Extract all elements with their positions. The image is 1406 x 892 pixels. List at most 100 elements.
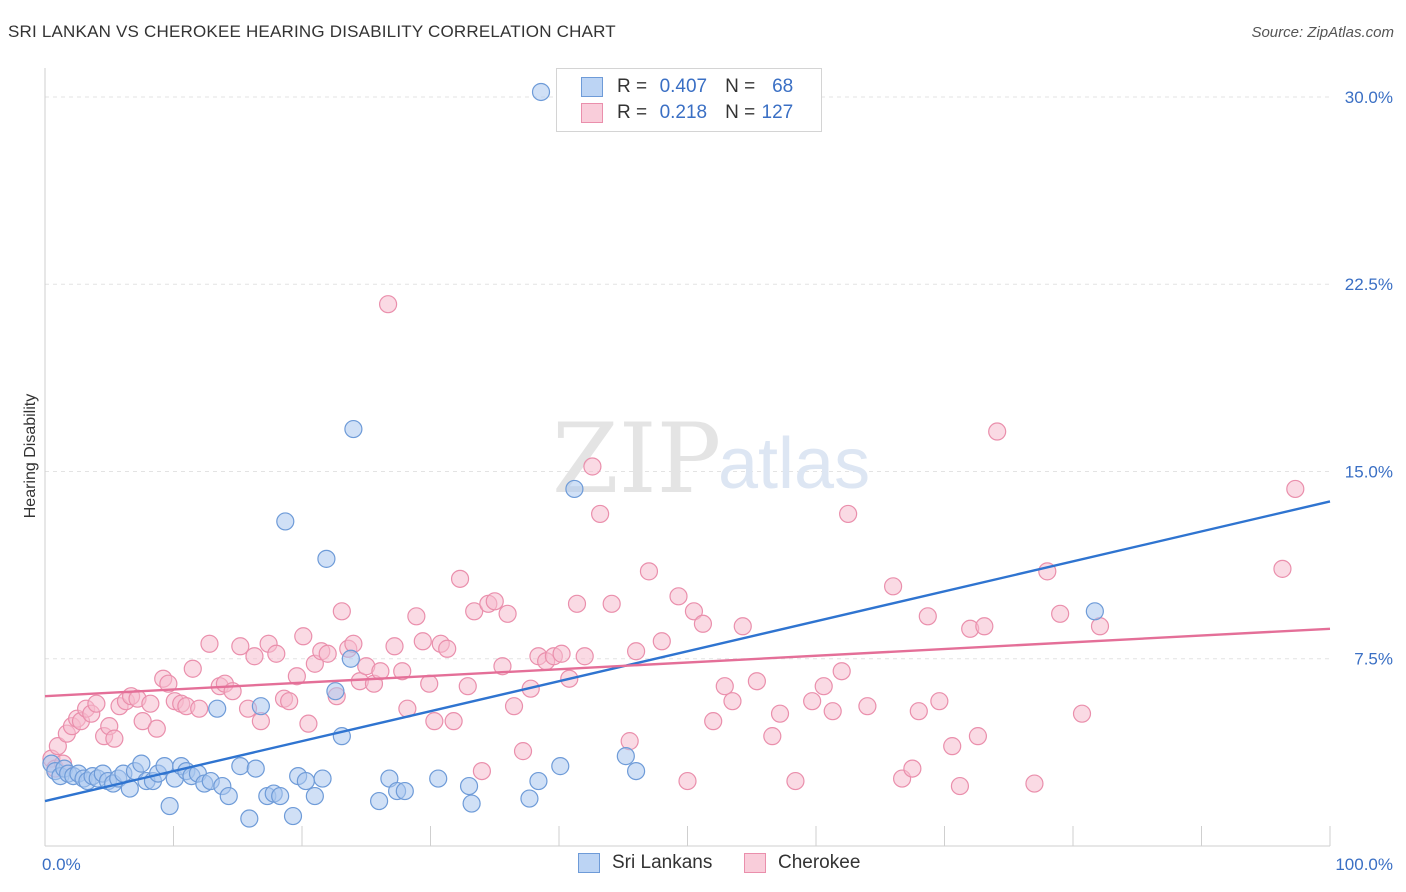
cherokee-point: [299, 714, 318, 733]
cherokee-point: [513, 742, 533, 761]
cherokee-point: [105, 729, 124, 748]
cherokee-point: [378, 295, 398, 314]
cherokee-point: [413, 632, 432, 651]
cherokee-point: [567, 594, 587, 613]
sri-lankan-point: [344, 419, 363, 439]
sri-lankan-point: [341, 649, 360, 668]
cherokee-point: [669, 587, 688, 606]
legend-r-value: 0.407: [659, 76, 708, 97]
cherokee-point: [267, 644, 286, 663]
cherokee-point: [472, 761, 491, 781]
cherokee-point: [87, 694, 106, 713]
sri-lankan-point: [616, 747, 635, 766]
cherokee-point: [626, 642, 646, 661]
legend-row-sri-lankans: R = 0.407 N = 68: [581, 75, 793, 99]
sri-lankan-point: [132, 754, 151, 773]
watermark-atlas: atlas: [718, 424, 870, 504]
cherokee-point: [493, 657, 512, 676]
sri-lankan-point: [551, 757, 570, 776]
cherokee-point: [733, 617, 752, 636]
legend-swatch-blue: [581, 77, 603, 97]
sri-lankan-point: [429, 769, 448, 788]
sri-lankan-point: [276, 512, 295, 531]
sri-lankan-point: [246, 759, 265, 778]
cherokee-point: [786, 771, 805, 791]
legend-swatch-pink: [744, 853, 766, 873]
cherokee-point: [385, 637, 404, 656]
cherokee-point: [407, 607, 426, 626]
sri-lankan-point: [219, 786, 238, 806]
cherokee-point: [918, 607, 937, 626]
cherokee-point: [147, 719, 166, 738]
sri-lankan-point: [459, 776, 479, 796]
legend-n-label: N =: [725, 102, 756, 123]
legend-r-label: R =: [617, 102, 648, 123]
legend-swatch-blue: [578, 853, 600, 873]
cherokee-point: [1072, 704, 1092, 723]
axes: [44, 68, 1331, 847]
cherokee-point: [975, 617, 994, 636]
cherokee-point: [1051, 604, 1070, 623]
y-tick-label: 30.0%: [1345, 88, 1393, 107]
sri-lankan-point: [565, 479, 584, 499]
cherokee-point: [620, 732, 639, 751]
cherokee-point: [450, 569, 470, 588]
cherokee-point: [420, 674, 439, 693]
cherokee-point: [504, 697, 524, 716]
cherokee-point: [639, 562, 659, 581]
sri-lankan-point: [305, 786, 324, 806]
cherokee-point: [602, 594, 621, 613]
sri-lankan-point: [271, 786, 290, 806]
cherokee-point: [1286, 479, 1305, 499]
sri-lankan-trend-line: [44, 500, 1331, 803]
cherokee-point: [485, 592, 504, 611]
cherokee-point: [465, 602, 484, 621]
legend-r-value: 0.218: [659, 102, 708, 123]
cherokee-point: [318, 644, 337, 663]
sri-lankan-point: [370, 791, 389, 811]
stats-legend: R = 0.407 N = 68 R = 0.218 N = 127: [556, 68, 822, 132]
legend-row-cherokee: R = 0.218 N = 127: [581, 101, 793, 125]
legend-n-label: N =: [725, 76, 756, 97]
cherokee-point: [988, 422, 1007, 441]
cherokee-point: [803, 692, 822, 711]
x-tick-label: 100.0%: [1335, 855, 1393, 874]
sri-lankan-point: [1085, 602, 1104, 621]
cherokee-point: [652, 632, 671, 651]
legend-n-value: 127: [761, 102, 794, 123]
cherokee-point: [444, 712, 463, 731]
cherokee-point: [968, 727, 988, 746]
cherokee-point: [133, 712, 152, 731]
cherokee-point: [1025, 774, 1044, 793]
y-tick-labels: 7.5% 15.0% 22.5% 30.0%: [1345, 88, 1393, 669]
cherokee-point: [858, 697, 877, 716]
cherokee-point: [231, 637, 250, 656]
cherokee-point: [770, 704, 790, 723]
sri-lankan-point: [531, 82, 551, 102]
sri-lankan-point: [231, 757, 250, 776]
cherokee-point: [823, 702, 842, 721]
x-tick-labels: 0.0% 100.0%: [42, 855, 1393, 874]
legend-r-label: R =: [617, 76, 648, 97]
cherokee-point: [438, 639, 457, 658]
x-tick-label: 0.0%: [42, 855, 81, 874]
series-legend: Sri Lankans Cherokee: [0, 852, 1406, 876]
cherokee-point: [190, 699, 209, 718]
sri-lankan-point: [326, 682, 345, 701]
cherokee-point: [183, 659, 202, 678]
cherokee-point: [723, 692, 742, 711]
cherokee-point: [159, 674, 178, 693]
cherokee-point: [552, 644, 571, 663]
chart-title: SRI LANKAN VS CHEROKEE HEARING DISABILIT…: [8, 22, 616, 41]
y-axis-label: Hearing Disability: [22, 394, 39, 519]
sri-lankan-point: [296, 771, 315, 791]
cherokee-point: [332, 602, 351, 621]
cherokee-point: [883, 577, 903, 596]
cherokee-points: [42, 295, 1305, 796]
cherokee-point: [280, 692, 299, 711]
legend-label-sri-lankans: Sri Lankans: [612, 852, 713, 873]
sri-lankan-point: [313, 769, 332, 788]
cherokee-point: [458, 677, 477, 696]
cherokee-point: [591, 504, 610, 524]
sri-lankan-point: [240, 809, 259, 828]
